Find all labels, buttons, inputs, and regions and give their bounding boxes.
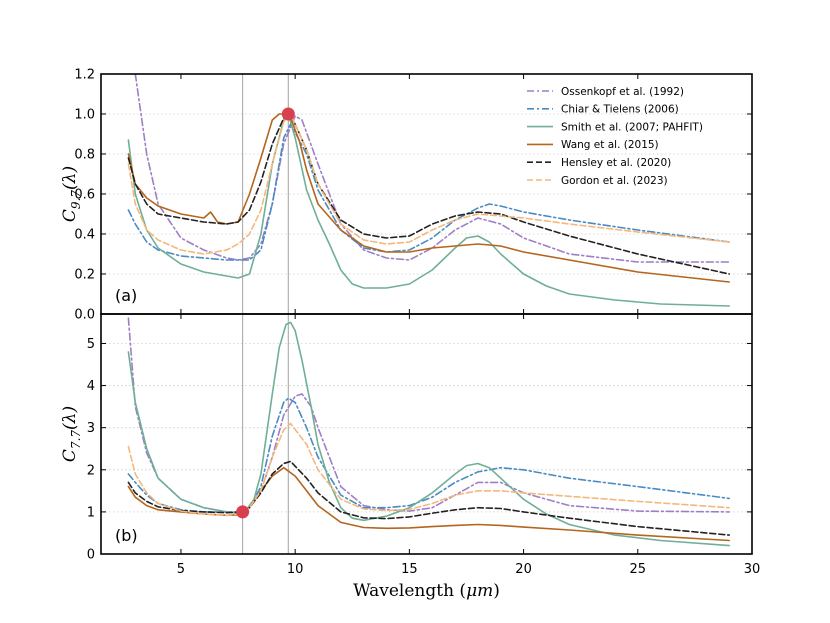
series-hensley [127,460,731,536]
panel-label: (a) [115,286,137,305]
axis-labels: (a) C9.7(λ) (b) C7.7(λ) Wavelength (μm) [60,166,500,601]
series-chiar [127,123,731,261]
legend-label-hensley: Hensley et al. (2020) [561,157,671,169]
legend-label-wang: Wang et al. (2015) [561,139,659,151]
y-axis-label: C9.7(λ) [60,166,83,222]
x-tick-label: 10 [287,562,304,577]
x-tick-label: 20 [515,562,532,577]
y-tick-label: 0.6 [74,188,95,203]
legend-label-chiar: Chiar & Tielens (2006) [561,104,679,116]
y-tick-label: 0.8 [74,148,95,163]
tick-labels: 0.0 0.2 0.4 0.6 0.8 1.0 1.2 0 1 2 3 4 5 5 10 15 20 25 30 [74,68,760,578]
series-gordon [127,422,731,517]
y-tick-label: 5 [87,337,95,352]
legend-label-smith: Smith et al. (2007; PAHFIT) [561,121,703,133]
y-tick-label: 0.4 [74,228,95,243]
legend: Ossenkopf et al. (1992) Chiar & Tielens (… [527,86,703,187]
legend-label-gordon: Gordon et al. (2023) [561,175,668,187]
panel-label: (b) [115,526,138,545]
y-tick-label: 0 [87,548,95,563]
series-group [127,317,731,547]
series-gordon [127,113,731,255]
y-tick-label: 4 [87,379,95,394]
y-axis-label: C7.7(λ) [60,406,83,462]
y-tick-label: 1.2 [74,68,95,83]
tick-marks [101,73,753,555]
y-tick-label: 0.0 [74,308,95,323]
legend-label-ossenkopf: Ossenkopf et al. (1992) [561,86,684,98]
x-tick-label: 25 [630,562,647,577]
series-lines [127,74,731,547]
y-tick-label: 0.2 [74,268,95,283]
y-tick-label: 1.0 [74,108,95,123]
x-axis-label: Wavelength (μm) [353,581,500,601]
y-tick-label: 3 [87,421,95,436]
series-smith [127,113,731,307]
x-tick-label: 15 [401,562,418,577]
y-tick-label: 1 [87,505,95,520]
normalization-markers [236,107,295,519]
normalization-marker [236,505,250,519]
series-wang [127,466,731,542]
x-tick-label: 30 [744,562,761,577]
plot-frame [100,313,753,555]
normalization-marker [281,107,295,121]
x-tick-label: 5 [177,562,185,577]
y-tick-label: 2 [87,463,95,478]
